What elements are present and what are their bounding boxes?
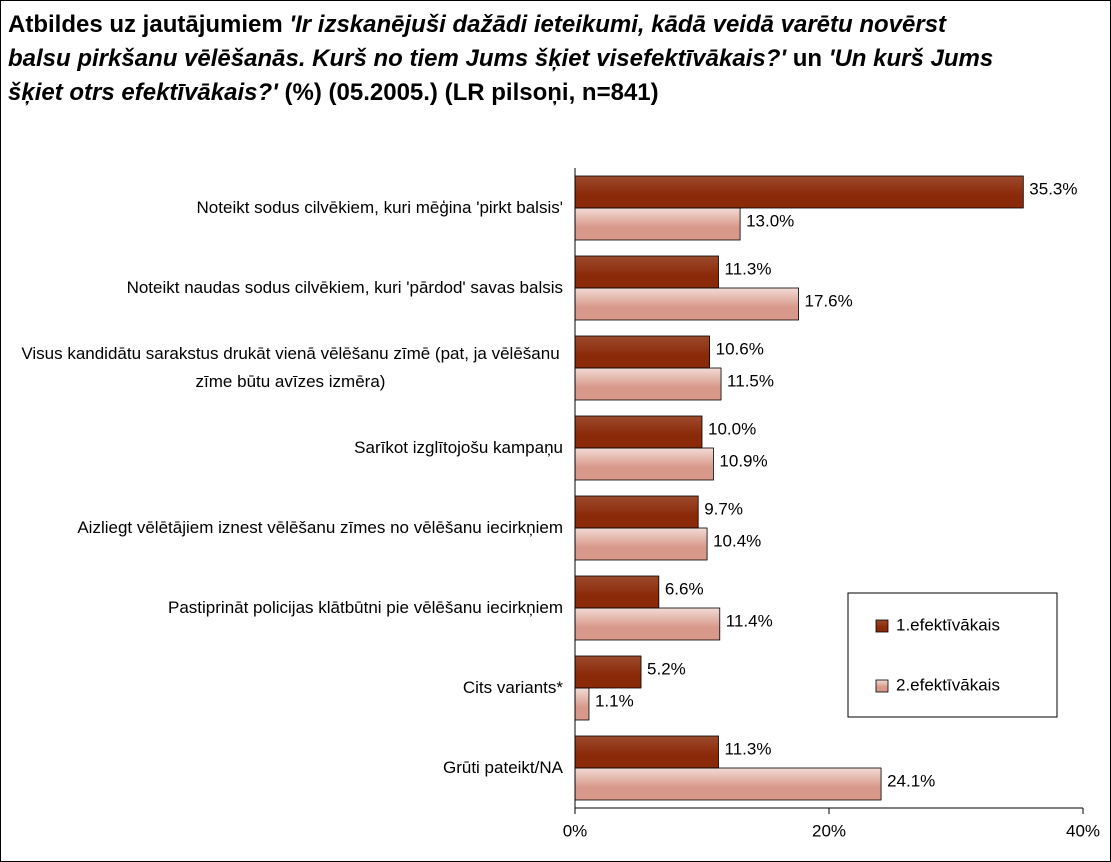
category-label: Sarīkot izglītojošu kampaņu bbox=[3, 434, 563, 462]
category-text: Pastiprināt policijas klātbūtni pie vēlē… bbox=[168, 598, 563, 617]
bar bbox=[574, 415, 703, 449]
bar bbox=[574, 287, 799, 321]
value-label: 11.4% bbox=[726, 611, 773, 630]
bar bbox=[574, 527, 708, 561]
value-label: 9.7% bbox=[704, 499, 743, 518]
value-label: 10.6% bbox=[716, 339, 764, 358]
bar bbox=[574, 207, 741, 241]
value-label: 10.0% bbox=[708, 419, 756, 438]
category-label: Pastiprināt policijas klātbūtni pie vēlē… bbox=[3, 594, 563, 622]
bar bbox=[574, 175, 1024, 209]
category-label: Visus kandidātu sarakstus drukāt vienā v… bbox=[3, 340, 563, 396]
title-part: (%) (05.2005.) (LR pilsoņi, n=841) bbox=[277, 79, 659, 106]
value-label: 13.0% bbox=[746, 211, 794, 230]
category-text: Noteikt naudas sodus cilvēkiem, kuri 'pā… bbox=[126, 278, 563, 297]
value-label: 10.4% bbox=[713, 531, 761, 550]
x-tick-label: 0% bbox=[563, 821, 588, 840]
category-text: Cits variants* bbox=[462, 678, 563, 697]
category-text: Aizliegt vēlētājiem iznest vēlēšanu zīme… bbox=[77, 518, 563, 537]
category-label: Noteikt naudas sodus cilvēkiem, kuri 'pā… bbox=[3, 274, 563, 302]
x-tick-label: 40% bbox=[1066, 821, 1100, 840]
value-label: 6.6% bbox=[665, 579, 704, 598]
bar bbox=[574, 655, 642, 689]
legend-swatch bbox=[875, 619, 889, 633]
chart-title: Atbildes uz jautājumiem 'Ir izskanējuši … bbox=[8, 8, 1008, 110]
category-label: Grūti pateikt/NA bbox=[3, 754, 563, 782]
category-label: Noteikt sodus cilvēkiem, kuri mēģina 'pi… bbox=[3, 194, 563, 222]
value-label: 10.9% bbox=[719, 451, 767, 470]
category-text: Sarīkot izglītojošu kampaņu bbox=[354, 438, 563, 457]
category-text: Visus kandidātu sarakstus drukāt vienā v… bbox=[21, 344, 560, 391]
bar bbox=[574, 447, 714, 481]
value-label: 11.3% bbox=[725, 739, 772, 758]
title-part: 'Ir izskanējuši dažādi ieteikumi, kādā v… bbox=[8, 11, 947, 72]
bar bbox=[574, 255, 719, 289]
category-label: Cits variants* bbox=[3, 674, 563, 702]
legend-label: 2.efektīvākais bbox=[896, 675, 1000, 694]
x-tick-label: 20% bbox=[812, 821, 846, 840]
value-label: 17.6% bbox=[805, 291, 853, 310]
category-text: Grūti pateikt/NA bbox=[443, 758, 563, 777]
value-label: 1.1% bbox=[595, 691, 634, 710]
legend-swatch bbox=[875, 679, 889, 693]
title-part: 'Un kurš Jums šķiet otrs efektīvākais?' bbox=[8, 45, 994, 106]
bar bbox=[574, 575, 660, 609]
value-label: 5.2% bbox=[647, 659, 686, 678]
bar bbox=[574, 495, 699, 529]
legend bbox=[847, 592, 1058, 718]
title-part: Atbildes uz jautājumiem bbox=[8, 11, 290, 38]
category-text: Noteikt sodus cilvēkiem, kuri mēģina 'pi… bbox=[196, 198, 563, 217]
bar bbox=[574, 367, 722, 401]
legend-label: 1.efektīvākais bbox=[896, 615, 1000, 634]
value-label: 35.3% bbox=[1029, 179, 1077, 198]
bar bbox=[574, 335, 711, 369]
value-label: 24.1% bbox=[887, 771, 935, 790]
bar bbox=[574, 767, 882, 801]
bar bbox=[574, 607, 721, 641]
value-label: 11.5% bbox=[727, 371, 774, 390]
bar bbox=[574, 687, 590, 721]
title-part: un bbox=[786, 45, 829, 72]
category-label: Aizliegt vēlētājiem iznest vēlēšanu zīme… bbox=[3, 514, 563, 542]
bar bbox=[574, 735, 719, 769]
value-label: 11.3% bbox=[725, 259, 772, 278]
